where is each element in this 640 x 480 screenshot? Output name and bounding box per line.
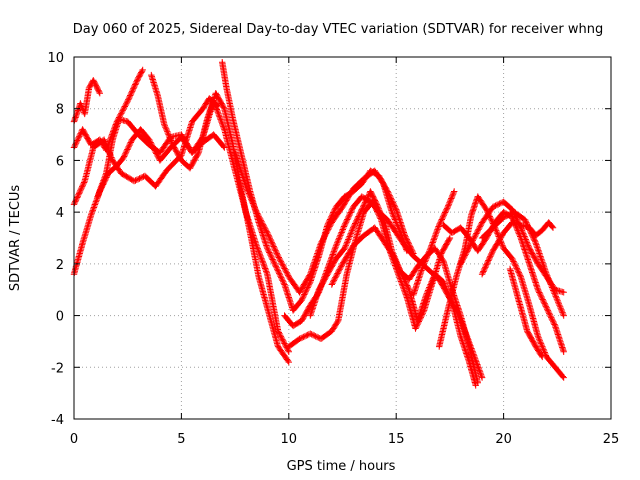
x-tick-label: 5 [177,432,185,447]
chart-title: Day 060 of 2025, Sidereal Day-to-day VTE… [73,22,604,37]
plus-markers [231,149,411,296]
y-tick-label: 0 [56,310,64,325]
y-tick-label: 2 [56,258,64,273]
y-axis-label: SDTVAR / TECUs [8,185,23,292]
series-arc-19 [506,265,546,361]
series-arc-18 [478,219,557,278]
y-tick-label: 6 [56,154,64,169]
series-arc-12 [328,224,479,389]
plus-markers [436,193,567,381]
y-tick-label: -2 [51,361,64,376]
plus-markers [148,71,292,366]
x-tick-label: 10 [281,432,298,447]
series-arc-1 [70,77,103,125]
plus-markers [70,77,103,125]
series-arc-13 [410,188,458,299]
plus-markers [506,265,546,361]
plus-markers [410,188,458,299]
series-arc-8 [231,149,411,296]
y-tick-label: -4 [51,413,64,428]
series-arc-6 [148,71,292,366]
x-tick-label: 15 [388,432,405,447]
x-tick-label: 0 [70,432,78,447]
plus-markers [478,219,557,278]
y-tick-label: 10 [47,51,64,66]
plus-markers [328,224,479,389]
series-arc-14 [436,193,567,381]
y-tick-label: 8 [56,103,64,118]
x-tick-label: 20 [495,432,512,447]
x-tick-label: 25 [603,432,620,447]
plot-frame [73,56,612,420]
x-axis-label: GPS time / hours [287,459,396,474]
y-axis-ticks: -4 -2 0 2 4 6 8 10 [47,51,611,428]
x-axis-ticks: 0 5 10 15 20 25 [70,57,619,447]
y-tick-label: 4 [56,206,64,221]
